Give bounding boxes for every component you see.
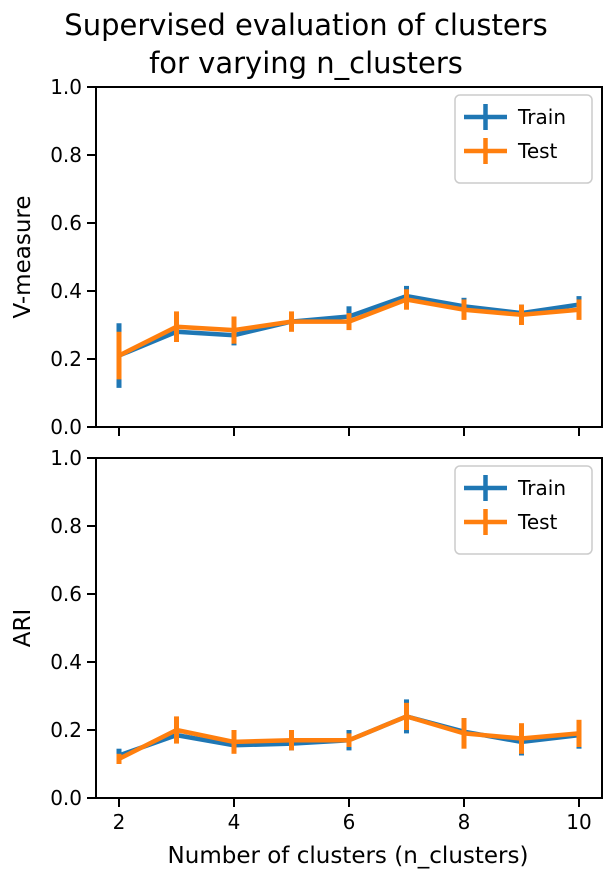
ari-y-tick-label: 0.8: [50, 514, 82, 538]
vmeasure-line: [117, 297, 580, 358]
chart-title-line1: Supervised evaluation of clusters: [64, 8, 547, 42]
vmeasure-legend: Train Test: [454, 94, 593, 184]
ari-y-tick-label: 1.0: [50, 446, 82, 470]
ari-panel: 0.0 0.2 0.4 0.6 0.8 1.0 2 4 6 8 10 ARI Train Test: [10, 446, 603, 834]
ari-x-tick-label: 4: [228, 810, 241, 834]
vmeasure-y-tick-label: 0.0: [50, 415, 82, 439]
vmeasure-y-tick-label: 0.4: [50, 279, 82, 303]
ari-y-axis-label: ARI: [10, 609, 36, 648]
ari-line: [117, 714, 580, 761]
x-axis-label: Number of clusters (n_clusters): [168, 843, 529, 869]
vmeasure-panel: 0.0 0.2 0.4 0.6 0.8 1.0 V-measure Train Test: [10, 75, 603, 439]
ari-x-tick-label: 6: [343, 810, 356, 834]
vmeasure-y-tick-label: 0.6: [50, 211, 82, 235]
vmeasure-y-tick-label: 0.8: [50, 143, 82, 167]
ari-legend-label-train: Train: [517, 476, 566, 500]
ari-x-tick-label: 2: [113, 810, 126, 834]
ari-legend-label-test: Test: [517, 510, 558, 534]
ari-y-tick-label: 0.4: [50, 650, 82, 674]
vmeasure-series-train: [116, 285, 582, 388]
ari-y-tick-label: 0.2: [50, 718, 82, 742]
ari-x-tick-label: 8: [458, 810, 471, 834]
ari-legend: Train Test: [454, 465, 593, 555]
vmeasure-legend-label-test: Test: [517, 139, 558, 163]
ari-y-tick-label: 0.6: [50, 582, 82, 606]
ari-y-tick-label: 0.0: [50, 786, 82, 810]
vmeasure-legend-label-train: Train: [517, 105, 566, 129]
ari-x-tick-label: 10: [566, 810, 591, 834]
vmeasure-y-tick-label: 0.2: [50, 347, 82, 371]
vmeasure-y-axis-label: V-measure: [10, 196, 36, 319]
vmeasure-series-test: [116, 289, 582, 380]
vmeasure-y-tick-label: 1.0: [50, 75, 82, 99]
chart-title-line2: for varying n_clusters: [149, 46, 463, 80]
ari-series-test: [116, 702, 582, 764]
